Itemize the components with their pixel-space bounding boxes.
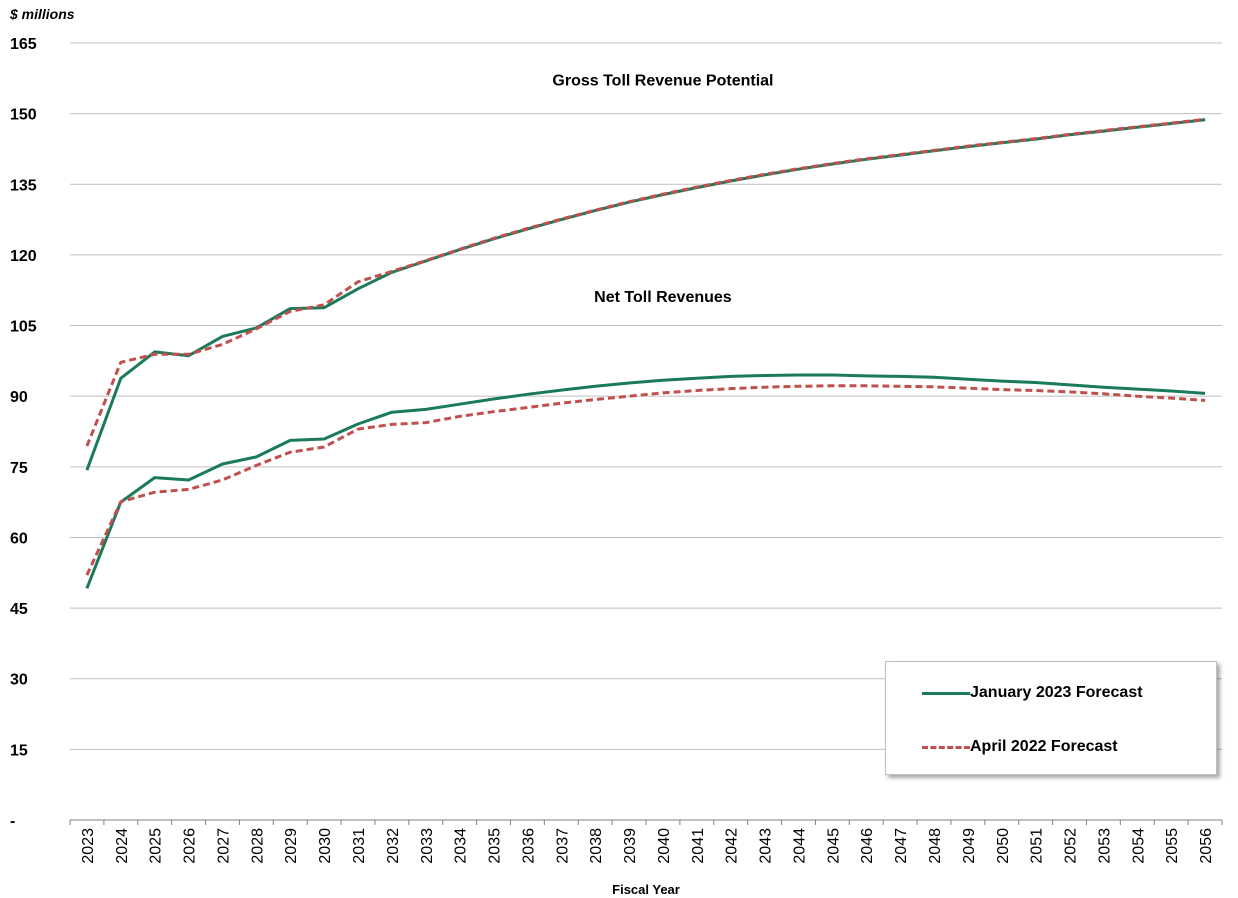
legend-swatch-solid [922,691,970,695]
x-tick-label: 2036 [520,828,537,864]
legend-item-jan-2023: January 2023 Forecast [922,684,1143,702]
x-tick-label: 2047 [893,828,910,864]
x-tick-label: 2050 [995,828,1012,864]
x-tick-label: 2035 [487,828,504,864]
series-line-gross-toll-revenue-potential-january-2023-forecast [85,118,1206,471]
legend-label: January 2023 Forecast [970,684,1143,701]
y-tick-label: 120 [10,248,37,265]
y-tick-label: - [10,813,15,830]
annotations: Gross Toll Revenue Potential Net Toll Rev… [552,72,773,306]
y-axis: - 15 30 45 60 75 90 105 120 135 150 165 [10,36,37,830]
x-tick-label: 2040 [656,828,673,864]
x-tick-label: 2038 [588,828,605,864]
x-tick-label: 2030 [317,828,334,864]
legend-item-apr-2022: April 2022 Forecast [922,738,1118,756]
y-tick-label: 105 [10,319,37,336]
x-axis-title: Fiscal Year [612,882,680,897]
y-tick-label: 75 [10,460,28,477]
x-tick-label: 2046 [859,828,876,864]
x-tick-label: 2044 [791,828,808,864]
x-tick-label: 2043 [758,828,775,864]
x-tick-label: 2028 [249,828,266,864]
series-line-net-toll-revenues-april-2022-forecast [85,384,1206,576]
x-tick-label: 2026 [182,828,199,864]
x-tick-label: 2054 [1130,828,1147,864]
legend-swatch-dashed [922,745,970,749]
x-tick-label: 2052 [1063,828,1080,864]
gridlines [70,42,1222,750]
x-tick-label: 2056 [1198,828,1215,864]
legend: January 2023 Forecast April 2022 Forecas… [885,661,1217,775]
x-tick-label: 2034 [453,828,470,864]
x-tick-label: 2031 [351,828,368,864]
y-tick-label: 15 [10,742,28,759]
chart-annotation: Gross Toll Revenue Potential [552,72,773,89]
x-tick-label: 2029 [283,828,300,864]
x-tick-label: 2032 [385,828,402,864]
series-line-net-toll-revenues-january-2023-forecast [85,373,1206,589]
x-tick-label: 2024 [114,828,131,864]
y-tick-label: 150 [10,107,37,124]
x-tick-label: 2025 [148,828,165,864]
x-axis: 2023 2024 2025 2026 2027 2028 2029 2030 2031 2032… [69,819,1223,864]
series-lines [85,117,1206,589]
x-tick-label: 2045 [825,828,842,864]
y-tick-label: 165 [10,36,37,53]
x-tick-label: 2039 [622,828,639,864]
chart-annotation: Net Toll Revenues [594,289,732,306]
y-unit-label: $ millions [10,6,75,22]
x-tick-label: 2051 [1029,828,1046,864]
y-tick-label: 45 [10,601,28,618]
x-tick-label: 2053 [1096,828,1113,864]
x-tick-label: 2023 [80,828,97,864]
x-tick-label: 2042 [724,828,741,864]
y-tick-label: 60 [10,530,28,547]
x-tick-label: 2027 [215,828,232,864]
x-tick-label: 2041 [690,828,707,864]
y-tick-label: 30 [10,672,28,689]
x-tick-label: 2048 [927,828,944,864]
y-tick-label: 90 [10,389,28,406]
y-tick-label: 135 [10,177,37,194]
x-tick-label: 2033 [419,828,436,864]
x-tick-label: 2037 [554,828,571,864]
legend-label: April 2022 Forecast [970,738,1118,755]
x-tick-label: 2049 [961,828,978,864]
x-tick-label: 2055 [1164,828,1181,864]
series-line-gross-toll-revenue-potential-april-2022-forecast [85,117,1206,447]
